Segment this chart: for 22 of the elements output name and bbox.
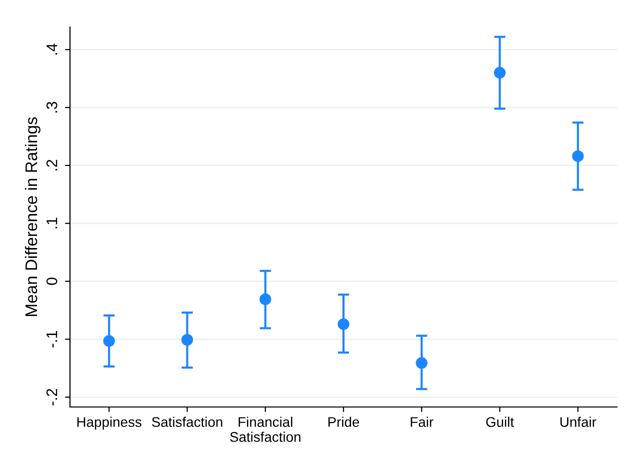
y-tick-label: .2 [46, 160, 58, 170]
point [572, 150, 584, 162]
point [103, 335, 115, 347]
y-tick-label: -.1 [46, 331, 58, 348]
x-tick-label: Unfair [560, 416, 596, 427]
y-tick-label: 0 [46, 278, 58, 285]
x-tick-label: Happiness [77, 416, 142, 430]
y-tick-label: -.2 [46, 389, 58, 406]
point [338, 318, 350, 330]
x-tick-label: Guilt [486, 416, 514, 427]
point [260, 293, 272, 306]
y-tick-label: .1 [46, 218, 58, 228]
x-tick-label: Pride [328, 416, 360, 427]
point [416, 357, 428, 369]
y-tick-label: .3 [46, 102, 58, 112]
x-tick-label: Financial Satisfaction [230, 416, 300, 442]
x-tick-label: Fair [410, 416, 434, 427]
point [181, 334, 194, 346]
x-tick-label: Satisfaction [152, 416, 222, 427]
point [494, 66, 506, 79]
y-tick-label: .4 [46, 44, 58, 55]
y-axis-title: Mean Difference in Ratings [24, 117, 40, 316]
